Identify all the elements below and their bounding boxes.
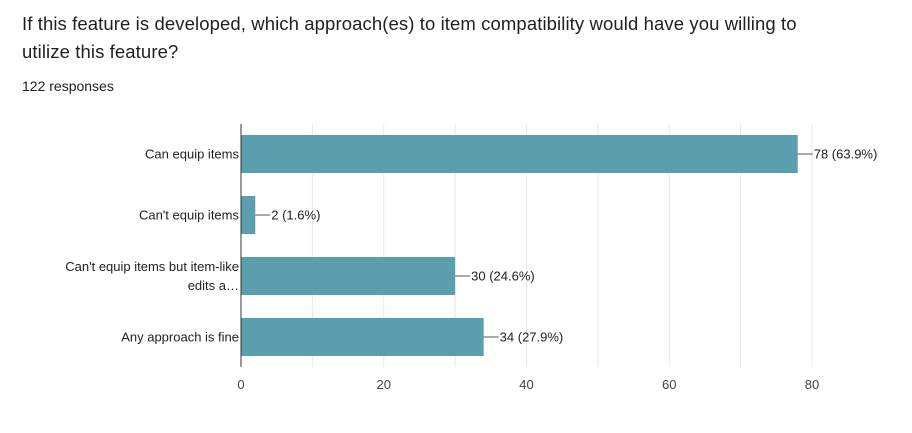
bar	[241, 196, 256, 234]
category-label: Can equip items	[145, 147, 239, 162]
x-tick-label: 20	[377, 377, 391, 392]
bar	[241, 318, 484, 356]
bars	[241, 135, 798, 356]
data-label: 78 (63.9%)	[814, 147, 878, 162]
data-label: 34 (27.9%)	[500, 330, 564, 345]
data-label: 30 (24.6%)	[471, 269, 535, 284]
bar	[241, 257, 456, 295]
x-tick-label: 0	[237, 377, 244, 392]
question-title: If this feature is developed, which appr…	[22, 13, 797, 62]
category-labels: Can equip items Can't equip items Can't eq…	[65, 147, 239, 345]
category-label: Can't equip items	[139, 208, 240, 223]
data-labels: 78 (63.9%) 2 (1.6%) 30 (24.6%) 34 (27.9%)	[271, 147, 877, 345]
x-tick-label: 80	[805, 377, 819, 392]
category-label: Any approach is fine	[121, 330, 239, 345]
x-tick-labels: 0 20 40 60 80	[237, 377, 819, 392]
x-tick-label: 60	[662, 377, 676, 392]
category-label: edits a…	[188, 278, 239, 293]
data-label: 2 (1.6%)	[271, 208, 320, 223]
response-count: 122 responses	[22, 78, 114, 94]
bar	[241, 135, 798, 173]
x-tick-label: 40	[519, 377, 533, 392]
leader-lines	[255, 153, 813, 338]
category-label: Can't equip items but item-like	[65, 259, 239, 274]
